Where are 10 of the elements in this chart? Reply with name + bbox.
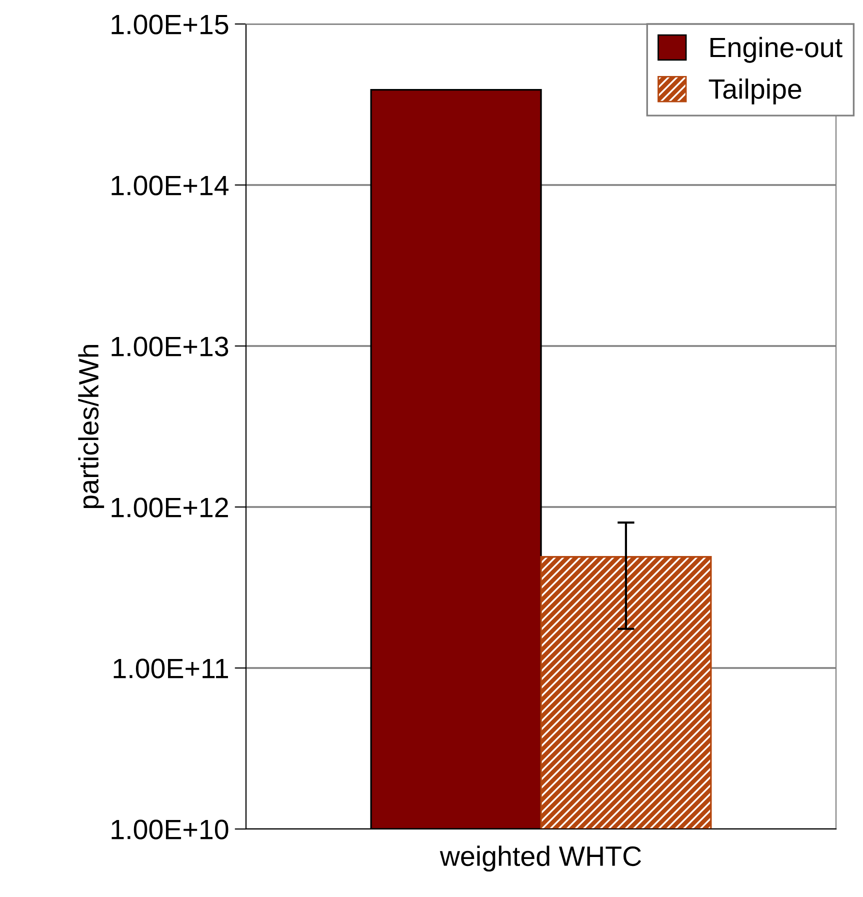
x-tick-label: weighted WHTC — [440, 846, 642, 872]
y-tick-label: 1.00E+13 — [112, 336, 228, 356]
y-tick-label: 1.00E+15 — [112, 14, 228, 34]
y-tick-label: 1.00E+12 — [112, 498, 228, 518]
y-tick-label: 1.00E+14 — [112, 176, 229, 196]
legend-label: Tailpipe — [708, 78, 802, 104]
y-tick-label: 1.00E+10 — [112, 820, 228, 840]
y-axis-title: particles/kWh — [78, 344, 104, 508]
y-tick-label: 1.00E+11 — [114, 658, 228, 678]
legend-label: Engine-out — [710, 36, 842, 63]
